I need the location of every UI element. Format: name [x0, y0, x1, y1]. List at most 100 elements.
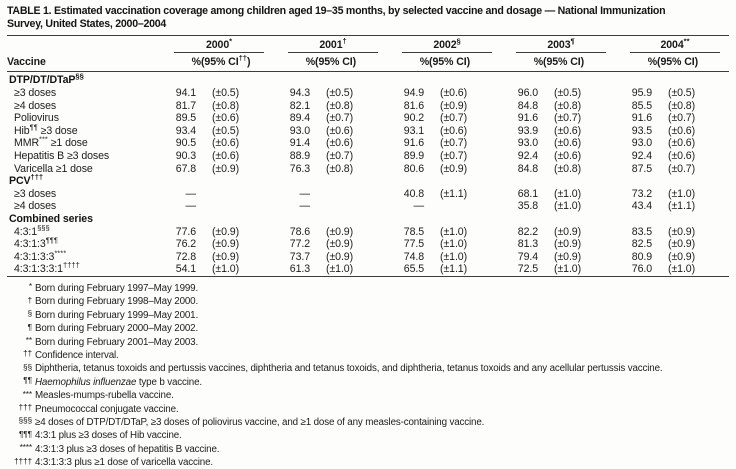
pct-value: 81.6	[403, 99, 425, 112]
row-label: MMR*** ≥1 dose	[14, 134, 88, 150]
table-row: ≥3 doses — — 40.8 (±1.1) 68.1 (±1.0) 73.2 (±1.0)	[7, 188, 729, 201]
pct-value: 72.5	[517, 263, 539, 276]
ci-value: (±0.6)	[212, 137, 239, 150]
pct-value: 90.5	[175, 137, 196, 150]
pct-value: 43.4	[631, 200, 653, 213]
pct-value: 91.6	[403, 137, 425, 150]
section-header: DTP/DT/DTaP§§	[9, 71, 84, 87]
pct-value: 89.9	[403, 149, 425, 162]
ci-value: (±0.7)	[668, 112, 696, 125]
pct-value: —	[413, 200, 425, 213]
footnote-marker: ***	[22, 388, 32, 399]
row-label: Hib¶¶ ≥3 dose	[14, 122, 78, 137]
pct-value: 91.6	[631, 112, 653, 125]
pct-value: 78.5	[403, 225, 425, 238]
section-header: PCV†††	[9, 172, 44, 188]
pct-value: 76.0	[631, 263, 653, 276]
row-label: ≥4 doses	[14, 99, 57, 112]
ci-value: (±1.0)	[440, 225, 468, 238]
table-row: ≥4 doses 81.7 (±0.8) 82.1 (±0.8) 81.6 (±0.9) 84…	[7, 100, 729, 113]
row-label: 4:3:1§§§	[14, 223, 50, 238]
year-label: 2002	[433, 39, 457, 52]
ci-value: (±0.9)	[554, 238, 582, 251]
pct-value: 40.8	[403, 187, 425, 200]
section-header-row: DTP/DT/DTaP§§	[7, 72, 729, 87]
pct-value: 88.9	[289, 149, 311, 162]
pct-value: 84.8	[517, 99, 539, 112]
pct-value: 92.4	[517, 149, 539, 162]
ci-value: (±0.6)	[668, 137, 696, 150]
ci-value: (±0.6)	[668, 149, 696, 162]
pct-value: 82.1	[289, 99, 311, 112]
pct-column-header: %	[387, 53, 429, 73]
pct-value: 83.5	[631, 225, 653, 238]
year-label: 2004	[660, 39, 684, 52]
pct-value: 95.9	[631, 87, 653, 99]
footnote: ††† Pneumococcal conjugate vaccine.	[7, 402, 729, 416]
footnote-marker: §§§	[18, 415, 32, 426]
footnote-marker: ††††	[13, 455, 32, 466]
footnote-marker: †	[27, 294, 32, 305]
footnote-marker: ¶¶¶	[45, 235, 58, 245]
pct-value: 85.5	[631, 99, 653, 112]
ci-value: (±0.5)	[668, 87, 696, 99]
pct-value: 84.8	[517, 162, 539, 175]
pct-value: 74.8	[403, 250, 425, 263]
pct-value: 89.4	[289, 112, 311, 125]
pct-value: 79.4	[517, 250, 539, 263]
table-row: Hepatitis B ≥3 doses 90.3 (±0.6) 88.9 (±0.7)…	[7, 150, 729, 163]
ci-value: (±0.9)	[668, 238, 696, 251]
ci-value: (±0.9)	[440, 162, 468, 175]
table-row: MMR*** ≥1 dose 90.5 (±0.6) 91.4 (±0.6) 91.6 (±…	[7, 134, 729, 150]
table-row: ≥4 doses — — — 35.8 (±1.0) 43.4 (±1.1)	[7, 200, 729, 213]
pct-value: 90.2	[403, 112, 425, 125]
footnote-text: Born during February 1999–May 2001.	[35, 309, 199, 321]
pct-column-header: %	[273, 53, 315, 73]
pct-value: 67.8	[175, 162, 196, 175]
row-label: 4:3:1:3¶¶¶	[14, 235, 58, 251]
pct-value: —	[185, 200, 197, 213]
row-label: ≥3 doses	[14, 187, 57, 200]
ci-value: (±0.5)	[554, 87, 582, 99]
footnote-marker: ****	[54, 248, 67, 258]
footnote: §§§ ≥4 doses of DTP/DT/DTaP, ≥3 doses of …	[7, 415, 729, 429]
ci-value: (±0.9)	[326, 250, 354, 263]
pct-value: 68.1	[517, 187, 539, 200]
ci-value: (±0.7)	[326, 112, 354, 125]
ci-value: (±0.9)	[326, 225, 354, 238]
table-title: TABLE 1. Estimated vaccination coverage …	[7, 5, 729, 31]
ci-value: (±1.0)	[554, 200, 582, 213]
pct-value: 77.6	[175, 225, 196, 238]
pct-value: 77.5	[403, 238, 425, 251]
pct-value: 93.9	[517, 124, 539, 137]
footnote-text: ≥4 doses of DTP/DT/DTaP, ≥3 doses of pol…	[35, 416, 485, 428]
corner-cell	[7, 35, 159, 54]
footnote-text: Haemophilus influenzae type b vaccine.	[35, 376, 202, 388]
ci-value: (±1.0)	[554, 187, 582, 200]
column-header-row: Vaccine % (95% CI††) % (95% CI) % (95% C…	[7, 53, 730, 73]
ci-column-header: (95% CI)	[657, 53, 730, 73]
year-footnote-marker: **	[683, 36, 690, 46]
pct-value: 89.5	[175, 112, 196, 125]
ci-value: (±0.9)	[212, 225, 239, 238]
footnote-marker: ****	[19, 442, 33, 453]
pct-value: 93.0	[289, 124, 311, 137]
ci-value: (±0.6)	[554, 124, 582, 137]
ci-value: (±0.8)	[212, 99, 239, 112]
pct-value: 94.3	[289, 87, 311, 99]
vaccine-column-header: Vaccine	[7, 53, 159, 73]
ci-value: (±0.9)	[212, 162, 239, 175]
footnote-text: Pneumococcal conjugate vaccine.	[35, 403, 179, 415]
footnotes: * Born during February 1997–May 1999. † Bor…	[7, 281, 729, 469]
table-row: Varicella ≥1 dose 67.8 (±0.9) 76.3 (±0.8) 80.…	[7, 163, 729, 176]
footnote-text: Confidence interval.	[35, 349, 119, 361]
pct-value: —	[299, 200, 311, 213]
ci-value: (±0.6)	[440, 124, 468, 137]
table-body: DTP/DT/DTaP§§ ≥3 doses 94.1 (±0.5) 94.3 (±0.5…	[7, 72, 729, 277]
ci-value: (±0.5)	[212, 124, 239, 137]
ci-value: (±0.6)	[668, 124, 696, 137]
footnote-marker: **	[25, 335, 32, 346]
footnote: § Born during February 1999–May 2001.	[7, 308, 729, 322]
ci-value: (±1.0)	[668, 187, 696, 200]
